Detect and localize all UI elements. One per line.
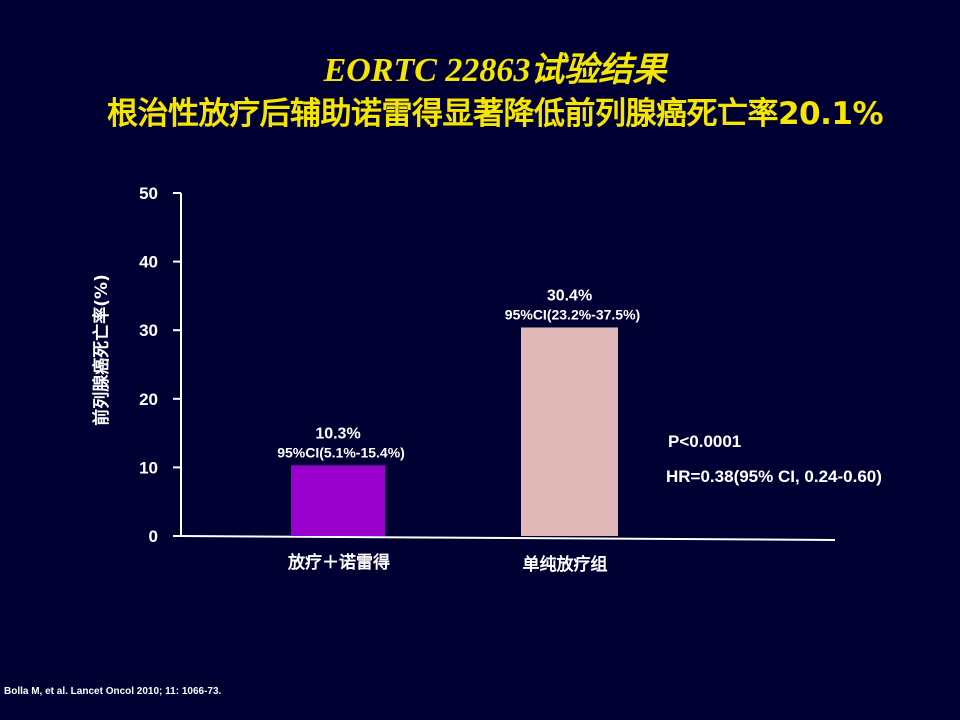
y-tick-label: 50 bbox=[139, 184, 158, 203]
x-axis-line bbox=[180, 535, 836, 541]
slide-subtitle: 根治性放疗后辅助诺雷得显著降低前列腺癌死亡率20.1% bbox=[106, 96, 884, 132]
y-axis-label: 前列腺癌死亡率(%) bbox=[91, 274, 112, 426]
y-tick-label: 0 bbox=[149, 527, 158, 546]
y-tick-label: 30 bbox=[139, 321, 158, 340]
bar-ci-label: 95%CI(5.1%-15.4%) bbox=[277, 444, 405, 460]
bar bbox=[521, 327, 618, 536]
y-tick-label: 20 bbox=[139, 390, 158, 409]
bar-value-label: 30.4% bbox=[547, 287, 592, 304]
bar-ci-label: 95%CI(23.2%-37.5%) bbox=[505, 306, 640, 322]
reference-citation: Bolla M, et al. Lancet Oncol 2010; 11: 1… bbox=[4, 686, 222, 697]
slide-title: EORTC 22863试验结果 bbox=[323, 52, 667, 89]
x-category-label: 放疗＋诺雷得 bbox=[287, 552, 390, 573]
bar bbox=[291, 465, 385, 536]
y-tick-label: 40 bbox=[139, 253, 158, 272]
y-tick-label: 10 bbox=[139, 458, 158, 477]
p-value-annotation: P<0.0001 bbox=[668, 432, 741, 451]
x-category-label: 单纯放疗组 bbox=[523, 554, 608, 575]
bar-value-label: 10.3% bbox=[315, 425, 360, 442]
hazard-ratio-annotation: HR=0.38(95% CI, 0.24-0.60) bbox=[666, 467, 882, 486]
